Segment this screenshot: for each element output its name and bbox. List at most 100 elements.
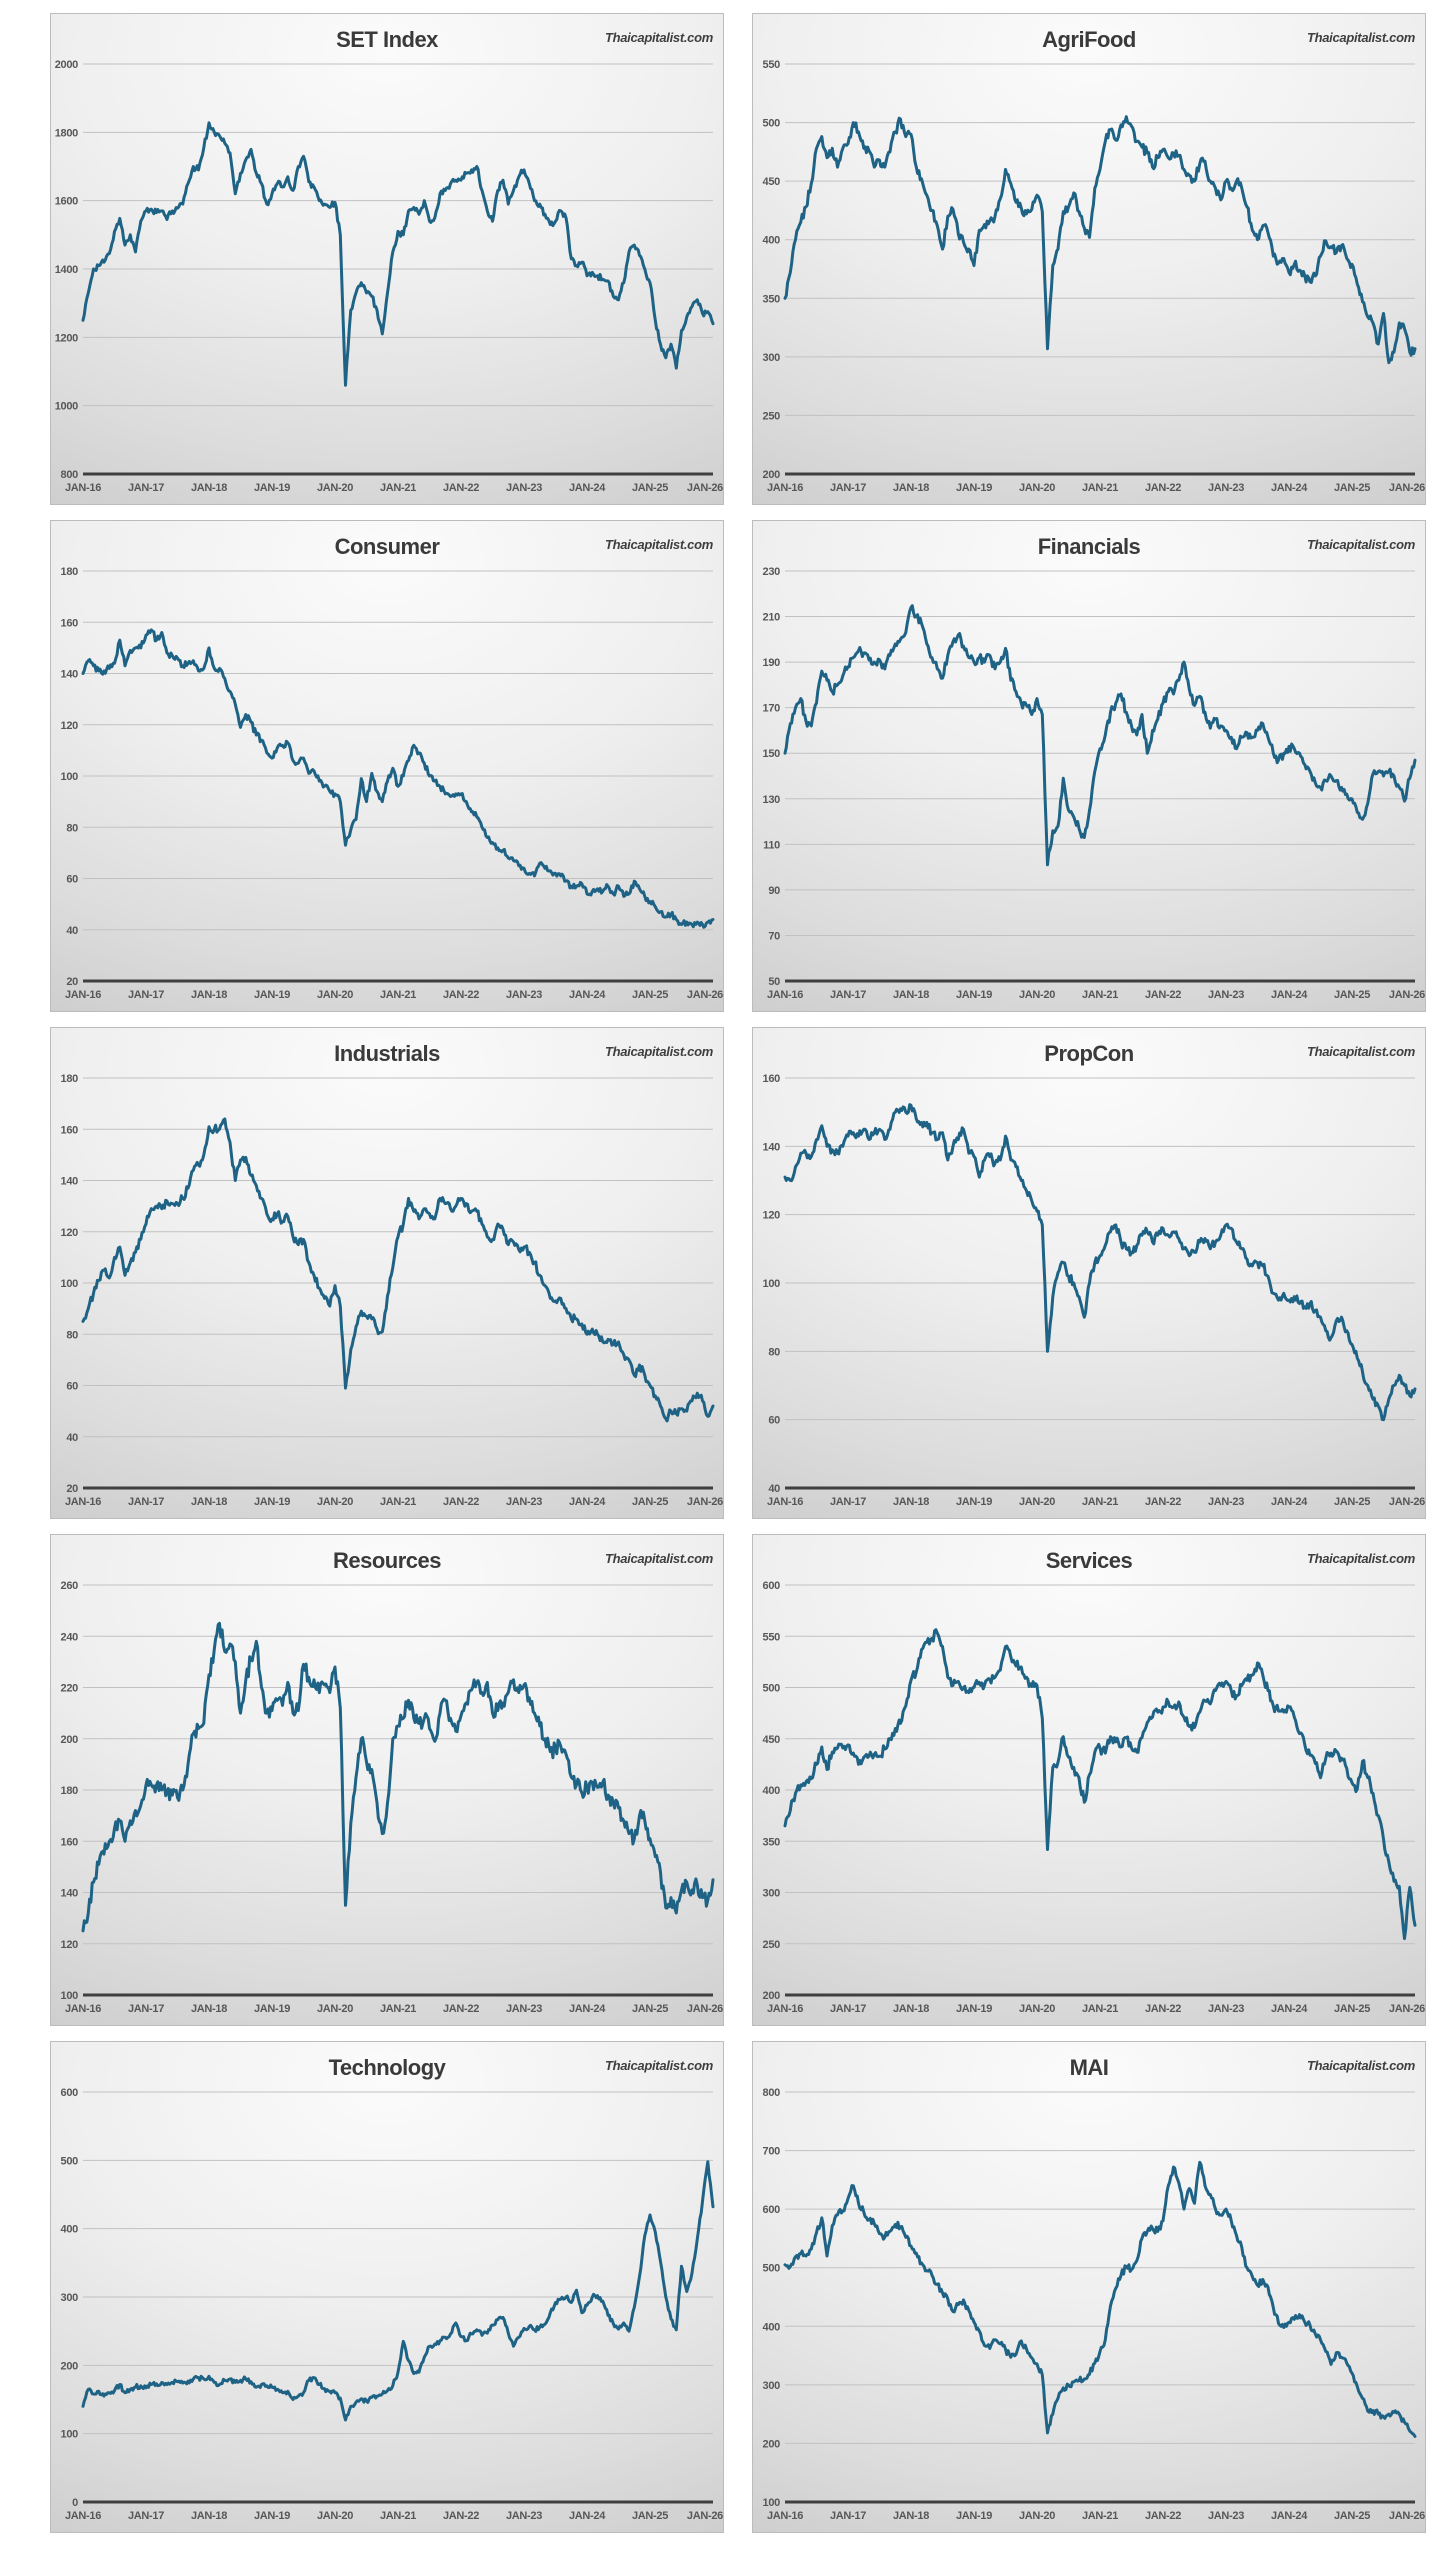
y-tick-label: 230 <box>763 566 781 578</box>
price-line <box>783 1628 1417 1941</box>
x-tick-label: JAN-19 <box>956 482 992 494</box>
y-tick-label: 550 <box>763 1631 781 1643</box>
x-tick-label: JAN-21 <box>380 989 416 1001</box>
chart-canvas: 200 250 300 350 400 450 500 550 JAN-16 JAN-17 JAN-… <box>763 59 1425 494</box>
x-tick-label: JAN-19 <box>254 989 290 1001</box>
y-tick-label: 220 <box>61 1683 79 1695</box>
y-tick-label: 800 <box>763 2087 781 2099</box>
y-tick-label: 500 <box>61 2155 79 2167</box>
y-tick-label: 100 <box>763 2497 781 2509</box>
chart-title: Consumer <box>334 534 440 559</box>
x-tick-label: JAN-16 <box>65 2510 101 2522</box>
y-tick-label: 300 <box>763 2380 781 2392</box>
price-line <box>783 604 1417 867</box>
x-tick-label: JAN-16 <box>65 1496 101 1508</box>
y-tick-label: 120 <box>763 1210 781 1222</box>
x-tick-label: JAN-18 <box>893 989 929 1001</box>
x-tick-label: JAN-19 <box>254 2510 290 2522</box>
y-tick-label: 350 <box>763 1836 781 1848</box>
y-tick-label: 600 <box>61 2087 79 2099</box>
x-tick-label: JAN-17 <box>128 2003 164 2015</box>
x-tick-label: JAN-16 <box>65 482 101 494</box>
x-tick-label: JAN-19 <box>956 989 992 1001</box>
y-tick-label: 150 <box>763 748 781 760</box>
y-tick-label: 40 <box>66 1432 78 1444</box>
y-tick-label: 250 <box>763 1939 781 1951</box>
y-tick-label: 170 <box>763 703 781 715</box>
chart-title: Financials <box>1037 534 1141 559</box>
x-tick-label: JAN-20 <box>317 989 353 1001</box>
chart-canvas: 100 120 140 160 180 200 220 240 260 JAN-16 JAN-17 J… <box>61 1580 723 2015</box>
x-tick-label: JAN-25 <box>1334 2510 1370 2522</box>
y-tick-label: 160 <box>61 1124 79 1136</box>
y-tick-label: 100 <box>61 1278 79 1290</box>
y-tick-label: 140 <box>61 669 79 681</box>
x-tick-label: JAN-16 <box>767 989 803 1001</box>
price-line <box>783 1103 1417 1422</box>
watermark-label: Thaicapitalist.com <box>604 30 713 45</box>
y-tick-label: 40 <box>66 925 78 937</box>
x-tick-label: JAN-19 <box>254 2003 290 2015</box>
y-tick-label: 20 <box>66 1483 78 1495</box>
x-tick-label: JAN-18 <box>893 1496 929 1508</box>
x-tick-label: JAN-24 <box>1271 1496 1308 1508</box>
y-tick-label: 800 <box>61 469 79 481</box>
chart-panel-industrials: Industrials Thaicapitalist.com 20 40 60 80 1… <box>50 1027 724 1519</box>
chart-panel-consumer: Consumer Thaicapitalist.com 20 40 60 80 100 1… <box>50 520 724 1012</box>
x-tick-label: JAN-20 <box>317 482 353 494</box>
x-tick-label: JAN-22 <box>443 2003 479 2015</box>
chart-title: AgriFood <box>1042 27 1136 52</box>
x-tick-label: JAN-20 <box>1019 2003 1055 2015</box>
y-tick-label: 1800 <box>55 127 78 139</box>
x-tick-label: JAN-22 <box>1145 989 1181 1001</box>
x-tick-label: JAN-25 <box>632 1496 668 1508</box>
x-tick-label: JAN-16 <box>767 2510 803 2522</box>
y-tick-label: 120 <box>61 1227 79 1239</box>
y-tick-label: 300 <box>763 1888 781 1900</box>
x-tick-label: JAN-24 <box>569 2003 606 2015</box>
x-tick-label: JAN-18 <box>191 2510 227 2522</box>
x-tick-label: JAN-23 <box>1208 2510 1244 2522</box>
y-tick-label: 60 <box>66 1381 78 1393</box>
y-tick-label: 120 <box>61 1939 79 1951</box>
y-tick-label: 1600 <box>55 196 78 208</box>
y-tick-label: 120 <box>61 720 79 732</box>
chart-panel-set-index: SET Index Thaicapitalist.com 800 1000 1200… <box>50 13 724 505</box>
x-tick-label: JAN-26 <box>1389 2003 1425 2015</box>
watermark-label: Thaicapitalist.com <box>604 1551 713 1566</box>
chart-title: Industrials <box>334 1041 440 1066</box>
y-tick-label: 700 <box>763 2146 781 2158</box>
y-tick-label: 100 <box>61 1990 79 2002</box>
x-tick-label: JAN-20 <box>317 2510 353 2522</box>
x-tick-label: JAN-17 <box>830 989 866 1001</box>
y-tick-label: 200 <box>763 2438 781 2450</box>
chart-title: PropCon <box>1044 1041 1134 1066</box>
x-tick-label: JAN-22 <box>443 2510 479 2522</box>
y-tick-label: 180 <box>61 1073 79 1085</box>
chart-title: SET Index <box>336 27 438 52</box>
x-tick-label: JAN-26 <box>687 1496 723 1508</box>
y-tick-label: 240 <box>61 1631 79 1643</box>
x-tick-label: JAN-21 <box>1082 482 1118 494</box>
chart-canvas: 100 200 300 400 500 600 700 800 JAN-16 JAN-17 JAN-… <box>763 2087 1425 2522</box>
x-tick-label: JAN-26 <box>687 2003 723 2015</box>
y-tick-label: 350 <box>763 293 781 305</box>
y-tick-label: 250 <box>763 410 781 422</box>
watermark-label: Thaicapitalist.com <box>604 2058 713 2073</box>
chart-panel-financials: Financials Thaicapitalist.com 50 70 90 110 1… <box>752 520 1426 1012</box>
y-tick-label: 200 <box>61 2360 79 2372</box>
y-tick-label: 160 <box>61 617 79 629</box>
y-tick-label: 300 <box>61 2292 79 2304</box>
x-tick-label: JAN-24 <box>569 989 606 1001</box>
x-tick-label: JAN-16 <box>767 2003 803 2015</box>
watermark-label: Thaicapitalist.com <box>604 1044 713 1059</box>
x-tick-label: JAN-16 <box>65 2003 101 2015</box>
y-tick-label: 100 <box>61 771 79 783</box>
price-line <box>783 2160 1417 2438</box>
x-tick-label: JAN-16 <box>767 482 803 494</box>
x-tick-label: JAN-16 <box>65 989 101 1001</box>
x-tick-label: JAN-24 <box>1271 2510 1308 2522</box>
x-tick-label: JAN-22 <box>443 1496 479 1508</box>
x-tick-label: JAN-18 <box>191 989 227 1001</box>
x-tick-label: JAN-25 <box>1334 2003 1370 2015</box>
